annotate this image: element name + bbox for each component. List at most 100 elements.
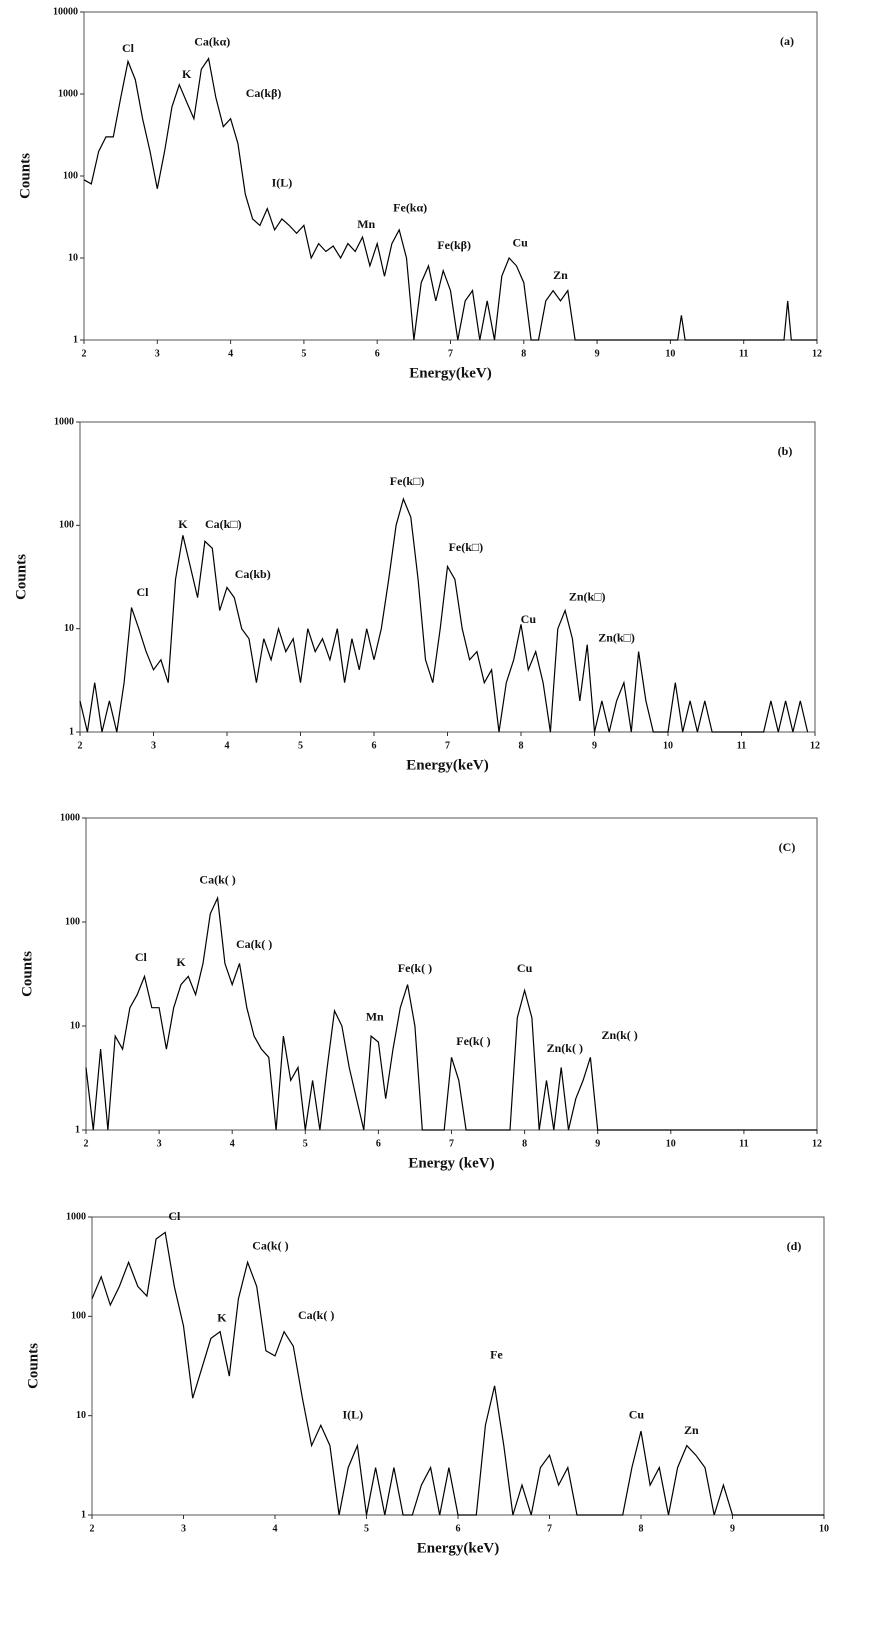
peak-label: Cu <box>521 612 537 626</box>
y-tick-label: 10000 <box>53 6 78 17</box>
y-tick-label: 1 <box>81 1509 86 1520</box>
spectrum-line <box>85 895 817 1131</box>
y-axis-title: Counts <box>25 1343 41 1389</box>
x-tick-label: 8 <box>639 1523 644 1534</box>
peak-label: Fe(kα) <box>393 200 427 214</box>
peak-label: K <box>176 955 186 969</box>
panel-label: (b) <box>778 444 793 458</box>
y-tick-label: 100 <box>59 520 74 531</box>
x-tick-label: 2 <box>82 348 87 359</box>
x-tick-label: 9 <box>730 1523 735 1534</box>
x-tick-label: 3 <box>151 740 156 751</box>
y-tick-label: 10 <box>70 1020 80 1031</box>
peak-label: Zn(k□) <box>598 630 635 644</box>
peak-label: Fe <box>490 1348 503 1362</box>
x-tick-label: 5 <box>298 740 303 751</box>
peak-label: I(L) <box>342 1407 363 1421</box>
peak-label: Cu <box>629 1407 645 1421</box>
x-axis-title: Energy(keV) <box>409 365 492 381</box>
x-axis-title: Energy (keV) <box>408 1155 494 1171</box>
x-tick-label: 6 <box>376 1138 381 1149</box>
peak-label: Zn(k( ) <box>547 1041 583 1055</box>
y-tick-label: 10 <box>76 1410 86 1421</box>
peak-label: Cu <box>512 235 528 249</box>
x-tick-label: 3 <box>155 348 160 359</box>
peak-label: Cl <box>135 950 148 964</box>
x-tick-label: 2 <box>78 740 83 751</box>
spectrum-line <box>79 497 809 733</box>
y-tick-label: 100 <box>63 170 78 181</box>
y-tick-label: 1000 <box>66 1211 86 1222</box>
peak-label: Ca(kβ) <box>246 86 282 100</box>
peak-label: Fe(k□) <box>449 540 484 554</box>
y-axis-title: Counts <box>19 951 35 997</box>
peak-label: I(L) <box>272 176 293 190</box>
peak-label: Ca(kb) <box>235 567 271 581</box>
x-tick-label: 8 <box>521 348 526 359</box>
x-tick-label: 3 <box>181 1523 186 1534</box>
y-tick-label: 10 <box>64 623 74 634</box>
peak-label: Cl <box>136 585 149 599</box>
peak-label: Fe(kβ) <box>437 238 471 252</box>
x-tick-label: 5 <box>364 1523 369 1534</box>
peak-label: Fe(k□) <box>390 474 425 488</box>
x-tick-label: 9 <box>595 348 600 359</box>
peak-label: Zn <box>553 268 568 282</box>
plot-frame <box>79 421 816 733</box>
x-tick-label: 4 <box>230 1138 235 1149</box>
peak-label: Ca(k( ) <box>199 872 235 886</box>
x-tick-label: 6 <box>372 740 377 751</box>
peak-label: Fe(k( ) <box>398 961 432 975</box>
peak-label: Zn <box>684 1423 699 1437</box>
peak-label: Ca(k( ) <box>298 1308 334 1322</box>
x-tick-label: 8 <box>519 740 524 751</box>
x-tick-label: 4 <box>228 348 233 359</box>
x-tick-label: 5 <box>303 1138 308 1149</box>
x-tick-label: 3 <box>157 1138 162 1149</box>
x-tick-label: 9 <box>592 740 597 751</box>
x-tick-label: 5 <box>301 348 306 359</box>
x-tick-label: 7 <box>448 348 453 359</box>
x-tick-label: 10 <box>666 1138 676 1149</box>
peak-label: Ca(kα) <box>194 35 230 49</box>
peak-label: Mn <box>366 1010 384 1024</box>
x-tick-label: 11 <box>739 348 748 359</box>
y-axis-title: Counts <box>17 153 33 199</box>
x-tick-label: 10 <box>819 1523 829 1534</box>
x-tick-label: 10 <box>663 740 673 751</box>
x-tick-label: 4 <box>273 1523 278 1534</box>
x-tick-label: 7 <box>445 740 450 751</box>
peak-label: Ca(k□) <box>205 517 242 531</box>
x-tick-label: 12 <box>810 740 820 751</box>
peak-label: Cl <box>168 1209 181 1223</box>
peak-label: Mn <box>357 217 375 231</box>
x-tick-label: 7 <box>449 1138 454 1149</box>
y-tick-label: 100 <box>71 1311 86 1322</box>
peak-label: Ca(k( ) <box>236 937 272 951</box>
y-tick-label: 1 <box>73 334 78 345</box>
y-tick-label: 10 <box>68 252 78 263</box>
x-tick-label: 9 <box>595 1138 600 1149</box>
plot-frame <box>91 1216 825 1516</box>
x-tick-label: 2 <box>84 1138 89 1149</box>
y-tick-label: 1000 <box>54 416 74 427</box>
peak-label: K <box>178 517 188 531</box>
x-tick-label: 8 <box>522 1138 527 1149</box>
x-tick-label: 11 <box>737 740 746 751</box>
peak-label: Cl <box>122 41 135 55</box>
peak-label: Fe(k( ) <box>456 1034 490 1048</box>
x-tick-label: 12 <box>812 348 822 359</box>
y-tick-label: 1 <box>69 726 74 737</box>
panel-label: (d) <box>787 1239 802 1253</box>
peak-label: Zn(k□) <box>569 589 606 603</box>
x-axis-title: Energy(keV) <box>406 757 489 773</box>
x-tick-label: 7 <box>547 1523 552 1534</box>
peak-label: Cu <box>517 961 533 975</box>
peak-label: Zn(k( ) <box>601 1028 637 1042</box>
x-tick-label: 11 <box>739 1138 748 1149</box>
panel-label: (a) <box>780 34 794 48</box>
x-tick-label: 10 <box>665 348 675 359</box>
x-tick-label: 4 <box>225 740 230 751</box>
y-tick-label: 1000 <box>60 812 80 823</box>
